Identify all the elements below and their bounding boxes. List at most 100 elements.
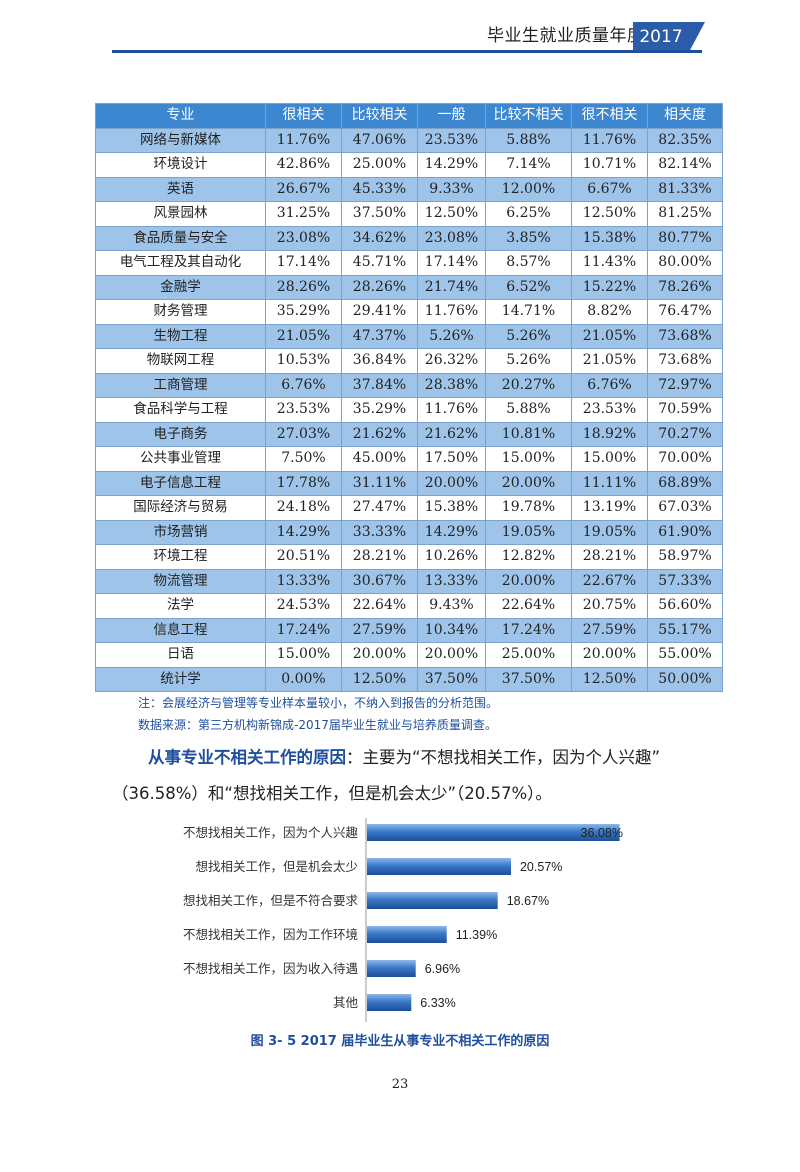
cell-relevance: 82.14%: [647, 152, 723, 178]
table-row: 电气工程及其自动化 17.14% 45.71% 17.14% 8.57% 11.43% 80…: [95, 250, 723, 276]
chart-value-label: 6.33%: [420, 996, 455, 1010]
cell-very-unrelated: 20.75%: [571, 593, 648, 619]
cell-fairly-unrelated: 37.50%: [485, 666, 572, 692]
cell-major: 环境工程: [95, 544, 266, 570]
cell-relevance: 57.33%: [647, 568, 723, 594]
cell-very-unrelated: 15.00%: [571, 446, 648, 472]
cell-major: 食品质量与安全: [95, 225, 266, 251]
cell-relevance: 76.47%: [647, 299, 723, 325]
cell-relevance: 81.25%: [647, 201, 723, 227]
cell-very-related: 35.29%: [265, 299, 342, 325]
table-row: 统计学 0.00% 12.50% 37.50% 37.50% 12.50% 50.00%: [95, 666, 723, 692]
cell-fairly-related: 37.50%: [341, 201, 418, 227]
cell-very-unrelated: 22.67%: [571, 568, 648, 594]
cell-major: 国际经济与贸易: [95, 495, 266, 521]
cell-fairly-unrelated: 5.26%: [485, 348, 572, 374]
col-header-major: 专业: [95, 103, 266, 129]
cell-neutral: 20.00%: [417, 470, 486, 496]
table-row: 市场营销 14.29% 33.33% 14.29% 19.05% 19.05% 61.90%: [95, 519, 723, 545]
cell-fairly-unrelated: 19.78%: [485, 495, 572, 521]
table-row: 信息工程 17.24% 27.59% 10.34% 17.24% 27.59% 55.17%: [95, 617, 723, 643]
table-row: 物联网工程 10.53% 36.84% 26.32% 5.26% 21.05% 73.68%: [95, 348, 723, 374]
col-header-very-related: 很相关: [265, 103, 342, 129]
cell-fairly-unrelated: 3.85%: [485, 225, 572, 251]
cell-fairly-unrelated: 22.64%: [485, 593, 572, 619]
cell-relevance: 70.59%: [647, 397, 723, 423]
cell-very-unrelated: 8.82%: [571, 299, 648, 325]
cell-major: 物联网工程: [95, 348, 266, 374]
chart-value-label: 6.96%: [425, 962, 460, 976]
cell-fairly-unrelated: 10.81%: [485, 421, 572, 447]
cell-major: 食品科学与工程: [95, 397, 266, 423]
cell-neutral: 21.74%: [417, 274, 486, 300]
cell-neutral: 17.50%: [417, 446, 486, 472]
cell-neutral: 14.29%: [417, 519, 486, 545]
cell-very-related: 27.03%: [265, 421, 342, 447]
col-header-relevance: 相关度: [647, 103, 723, 129]
table-row: 国际经济与贸易 24.18% 27.47% 15.38% 19.78% 13.19% 67.…: [95, 495, 723, 521]
cell-relevance: 80.77%: [647, 225, 723, 251]
page-number: 23: [391, 1077, 409, 1092]
cell-neutral: 21.62%: [417, 421, 486, 447]
col-header-very-unrelated: 很不相关: [571, 103, 648, 129]
cell-relevance: 73.68%: [647, 323, 723, 349]
cell-fairly-unrelated: 12.00%: [485, 176, 572, 202]
cell-fairly-unrelated: 6.52%: [485, 274, 572, 300]
cell-major: 环境设计: [95, 152, 266, 178]
cell-very-related: 13.33%: [265, 568, 342, 594]
cell-very-unrelated: 18.92%: [571, 421, 648, 447]
cell-very-unrelated: 23.53%: [571, 397, 648, 423]
cell-relevance: 82.35%: [647, 127, 723, 153]
cell-fairly-unrelated: 14.71%: [485, 299, 572, 325]
cell-fairly-related: 35.29%: [341, 397, 418, 423]
cell-very-unrelated: 21.05%: [571, 348, 648, 374]
cell-neutral: 9.33%: [417, 176, 486, 202]
cell-very-related: 0.00%: [265, 666, 342, 692]
cell-fairly-unrelated: 5.26%: [485, 323, 572, 349]
table-row: 日语 15.00% 20.00% 20.00% 25.00% 20.00% 55.00%: [95, 642, 723, 668]
table-note: 注：会展经济与管理等专业样本量较小，不纳入到报告的分析范围。: [138, 696, 499, 710]
cell-very-related: 26.67%: [265, 176, 342, 202]
table-header-row: 专业 很相关 比较相关 一般 比较不相关 很不相关 相关度: [95, 103, 723, 129]
table-row: 网络与新媒体 11.76% 47.06% 23.53% 5.88% 11.76% 82.35…: [95, 127, 723, 153]
cell-very-related: 17.24%: [265, 617, 342, 643]
chart-bar: [367, 892, 498, 909]
cell-neutral: 23.53%: [417, 127, 486, 153]
chart-bar: [367, 926, 447, 943]
cell-neutral: 28.38%: [417, 372, 486, 398]
table-row: 风景园林 31.25% 37.50% 12.50% 6.25% 12.50% 81.25%: [95, 201, 723, 227]
cell-fairly-related: 29.41%: [341, 299, 418, 325]
col-header-fairly-unrelated: 比较不相关: [485, 103, 572, 129]
chart-value-label: 20.57%: [520, 860, 562, 874]
cell-very-unrelated: 12.50%: [571, 666, 648, 692]
cell-very-unrelated: 21.05%: [571, 323, 648, 349]
major-relevance-table: 专业 很相关 比较相关 一般 比较不相关 很不相关 相关度 网络与新媒体 11.7…: [95, 103, 723, 692]
paragraph-line-2: （36.58%）和“想找相关工作，但是机会太少”（20.57%）。: [112, 784, 552, 803]
cell-very-related: 24.53%: [265, 593, 342, 619]
table-row: 公共事业管理 7.50% 45.00% 17.50% 15.00% 15.00% 70.00…: [95, 446, 723, 472]
paragraph-line-1-text: ：主要为“不想找相关工作，因为个人兴趣”: [346, 748, 661, 767]
table-row: 物流管理 13.33% 30.67% 13.33% 20.00% 22.67% 57.33%: [95, 568, 723, 594]
cell-major: 电子信息工程: [95, 470, 266, 496]
cell-major: 财务管理: [95, 299, 266, 325]
cell-neutral: 23.08%: [417, 225, 486, 251]
chart-value-label: 11.39%: [456, 928, 497, 942]
cell-relevance: 70.00%: [647, 446, 723, 472]
header-rule: [112, 50, 702, 53]
table-row: 环境设计 42.86% 25.00% 14.29% 7.14% 10.71% 82.14%: [95, 152, 723, 178]
cell-fairly-related: 25.00%: [341, 152, 418, 178]
cell-relevance: 67.03%: [647, 495, 723, 521]
cell-neutral: 14.29%: [417, 152, 486, 178]
chart-value-label: 36.08%: [581, 826, 623, 840]
chart-category-label: 不想找相关工作，因为收入待遇: [183, 961, 358, 976]
table-row: 财务管理 35.29% 29.41% 11.76% 14.71% 8.82% 76.47%: [95, 299, 723, 325]
cell-major: 电子商务: [95, 421, 266, 447]
cell-major: 风景园林: [95, 201, 266, 227]
cell-fairly-unrelated: 20.27%: [485, 372, 572, 398]
cell-fairly-related: 27.47%: [341, 495, 418, 521]
cell-relevance: 61.90%: [647, 519, 723, 545]
cell-neutral: 9.43%: [417, 593, 486, 619]
cell-fairly-unrelated: 20.00%: [485, 568, 572, 594]
table-row: 环境工程 20.51% 28.21% 10.26% 12.82% 28.21% 58.97%: [95, 544, 723, 570]
